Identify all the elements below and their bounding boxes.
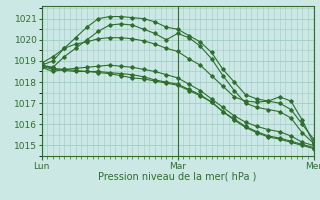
X-axis label: Pression niveau de la mer( hPa ): Pression niveau de la mer( hPa ) [99,172,257,182]
